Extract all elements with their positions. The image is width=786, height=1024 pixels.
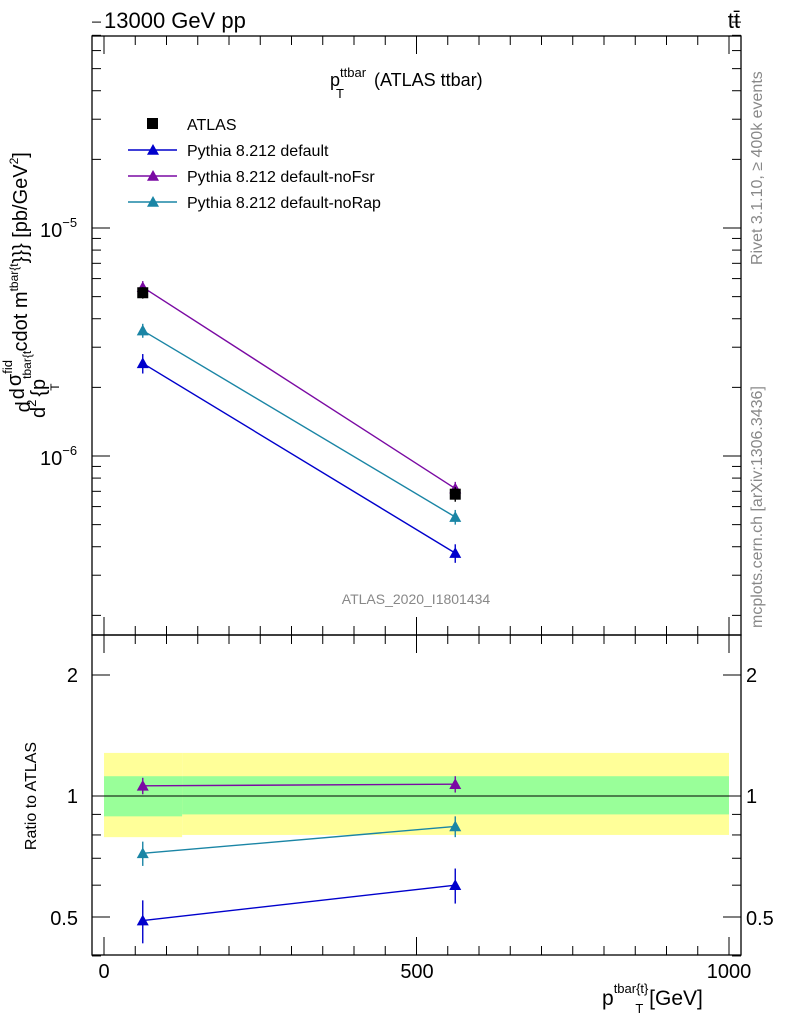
legend-label-0: ATLAS: [187, 117, 237, 134]
ytick-1e-6: 10−6: [40, 443, 77, 470]
main-point-series-2: [136, 324, 149, 336]
xtick-500: 500: [400, 961, 433, 983]
title-sup: ttbar: [340, 65, 367, 80]
legend-marker-0: [147, 118, 158, 129]
legend-marker-2: [147, 170, 159, 181]
mcplots-label: mcplots.cern.ch [arXiv:1306.3436]: [749, 386, 766, 628]
ratio-point-series-0: [449, 879, 462, 890]
ratio-ytick-right-1: 1: [746, 786, 757, 808]
x-tick-labels: 0 500 1000: [98, 961, 751, 983]
ratio-point-series-2: [136, 847, 149, 859]
ratio-point-series-1: [449, 778, 462, 789]
title-main: p: [330, 70, 340, 90]
ratio-ytick-left-1: 1: [67, 786, 78, 808]
ratio-line-series-2: [142, 825, 456, 855]
main-plot-frame: [91, 21, 742, 636]
ratio-ytick-left-2: 2: [67, 665, 78, 687]
header-left: 13000 GeV pp: [104, 8, 246, 33]
legend-label-1: Pythia 8.212 default: [187, 143, 329, 160]
header-right: tt̄: [728, 8, 740, 33]
main-point-data: [137, 287, 149, 299]
legend-marker-3: [147, 196, 159, 207]
ratio-y-tick-labels: 0.5 1 2 0.5 1 2: [50, 665, 774, 930]
ratio-ytick-left-0.5: 0.5: [50, 908, 78, 930]
legend-marker-1: [147, 144, 159, 155]
ratio-line-series-0: [142, 884, 456, 922]
main-line-series-0: [142, 362, 456, 554]
ratio-point-series-1: [136, 779, 149, 791]
xtick-0: 0: [98, 961, 109, 983]
main-line-series-2: [142, 329, 456, 518]
x-axis-label: ptbar{t} T [GeV]: [602, 981, 703, 1016]
analysis-watermark: ATLAS_2020_I1801434: [342, 591, 491, 607]
main-point-data: [449, 488, 461, 500]
legend: ATLAS Pythia 8.212 default Pythia 8.212 de…: [128, 117, 381, 212]
main-point-series-0: [136, 357, 149, 369]
main-line-series-1: [142, 286, 456, 490]
ratio-ytick-right-0.5: 0.5: [746, 908, 774, 930]
ratio-plot-frame: [91, 634, 742, 957]
ratio-line-series-1: [142, 783, 456, 787]
legend-label-2: Pythia 8.212 default-noFsr: [187, 169, 375, 186]
main-point-series-0: [449, 547, 462, 558]
ratio-ylabel: Ratio to ATLAS: [23, 742, 40, 850]
main-ylabel: ddσfidd2{ptbar{tTcdot mtbar{t}}} [pb/GeV…: [0, 152, 62, 418]
ytick-1e-5: 10−5: [40, 215, 77, 242]
plot-title: pttbar T (ATLAS ttbar): [330, 65, 483, 101]
ratio-ytick-right-2: 2: [746, 665, 757, 687]
main-series-layer: [136, 281, 462, 563]
title-sub: T: [336, 86, 344, 101]
ratio-bands: [104, 752, 729, 838]
ratio-point-series-2: [449, 820, 462, 832]
title-rest: (ATLAS ttbar): [369, 70, 483, 90]
xtick-1000: 1000: [707, 961, 752, 983]
rivet-label: Rivet 3.1.10, ≥ 400k events: [749, 71, 766, 265]
main-point-series-2: [449, 511, 462, 522]
ratio-series-layer: [136, 776, 462, 944]
ratio-point-series-0: [136, 914, 149, 926]
main-y-tick-labels: 10−5 10−6: [40, 215, 77, 470]
legend-label-3: Pythia 8.212 default-noRap: [187, 195, 381, 212]
